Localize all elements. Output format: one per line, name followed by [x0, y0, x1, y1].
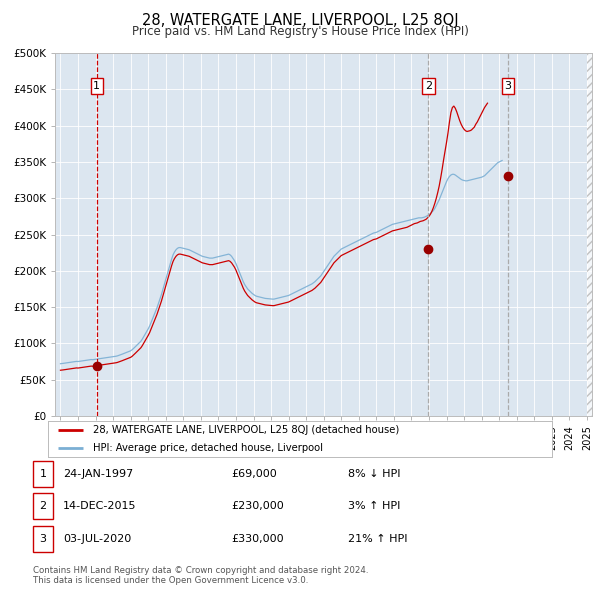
Text: 03-JUL-2020: 03-JUL-2020: [63, 534, 131, 543]
Text: Contains HM Land Registry data © Crown copyright and database right 2024.
This d: Contains HM Land Registry data © Crown c…: [33, 566, 368, 585]
Text: £69,000: £69,000: [231, 470, 277, 479]
Bar: [587, 53, 596, 416]
Text: 2: 2: [425, 81, 432, 91]
Text: £330,000: £330,000: [231, 534, 284, 543]
Text: 3: 3: [40, 534, 46, 543]
Text: HPI: Average price, detached house, Liverpool: HPI: Average price, detached house, Live…: [94, 443, 323, 453]
Bar: [587, 53, 592, 416]
Text: 1: 1: [40, 470, 46, 479]
Text: 14-DEC-2015: 14-DEC-2015: [63, 502, 137, 511]
Text: Price paid vs. HM Land Registry's House Price Index (HPI): Price paid vs. HM Land Registry's House …: [131, 25, 469, 38]
Text: 28, WATERGATE LANE, LIVERPOOL, L25 8QJ: 28, WATERGATE LANE, LIVERPOOL, L25 8QJ: [142, 13, 458, 28]
Text: 28, WATERGATE LANE, LIVERPOOL, L25 8QJ (detached house): 28, WATERGATE LANE, LIVERPOOL, L25 8QJ (…: [94, 425, 400, 435]
Text: 24-JAN-1997: 24-JAN-1997: [63, 470, 133, 479]
Text: 2: 2: [40, 502, 46, 511]
Text: £230,000: £230,000: [231, 502, 284, 511]
Text: 21% ↑ HPI: 21% ↑ HPI: [348, 534, 407, 543]
Text: 3% ↑ HPI: 3% ↑ HPI: [348, 502, 400, 511]
Text: 3: 3: [505, 81, 511, 91]
Text: 8% ↓ HPI: 8% ↓ HPI: [348, 470, 401, 479]
Text: 1: 1: [93, 81, 100, 91]
